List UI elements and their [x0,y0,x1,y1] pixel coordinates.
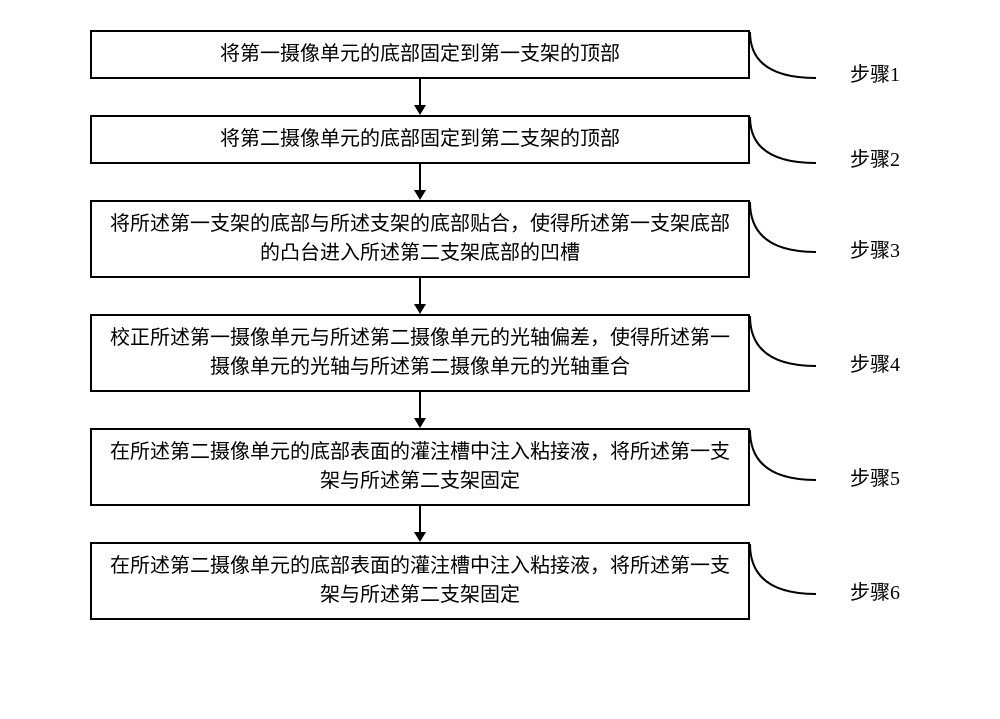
step-box-1: 将第一摄像单元的底部固定到第一支架的顶部 [90,30,750,79]
swoosh-connector [746,426,836,496]
step-label-6: 步骤6 [850,576,900,605]
step-label-3: 步骤3 [850,234,900,263]
step-label-2: 步骤2 [850,143,900,172]
arrow-connector [90,506,750,542]
step-label-1: 步骤1 [850,58,900,87]
arrow-connector [90,278,750,314]
step-text: 在所述第二摄像单元的底部表面的灌注槽中注入粘接液，将所述第一支架与所述第二支架固… [104,438,736,496]
arrow-connector [90,164,750,200]
step-box-6: 在所述第二摄像单元的底部表面的灌注槽中注入粘接液，将所述第一支架与所述第二支架固… [90,542,750,620]
step-box-4: 校正所述第一摄像单元与所述第二摄像单元的光轴偏差，使得所述第一摄像单元的光轴与所… [90,314,750,392]
step-box-2: 将第二摄像单元的底部固定到第二支架的顶部 [90,115,750,164]
arrow-connector [90,392,750,428]
swoosh-connector [746,312,836,382]
arrow-connector [90,79,750,115]
flowchart-container: 将第一摄像单元的底部固定到第一支架的顶部 步骤1 将第二摄像单元的底部固定到第二… [90,30,910,620]
step-label-4: 步骤4 [850,348,900,377]
swoosh-connector [746,28,836,98]
step-text: 校正所述第一摄像单元与所述第二摄像单元的光轴偏差，使得所述第一摄像单元的光轴与所… [104,324,736,382]
step-row: 校正所述第一摄像单元与所述第二摄像单元的光轴偏差，使得所述第一摄像单元的光轴与所… [90,314,910,392]
step-box-3: 将所述第一支架的底部与所述支架的底部贴合，使得所述第一支架底部的凸台进入所述第二… [90,200,750,278]
swoosh-connector [746,198,836,268]
step-text: 将第二摄像单元的底部固定到第二支架的顶部 [220,125,620,154]
step-text: 在所述第二摄像单元的底部表面的灌注槽中注入粘接液，将所述第一支架与所述第二支架固… [104,552,736,610]
step-row: 将所述第一支架的底部与所述支架的底部贴合，使得所述第一支架底部的凸台进入所述第二… [90,200,910,278]
step-text: 将所述第一支架的底部与所述支架的底部贴合，使得所述第一支架底部的凸台进入所述第二… [104,210,736,268]
step-label-5: 步骤5 [850,462,900,491]
step-text: 将第一摄像单元的底部固定到第一支架的顶部 [220,40,620,69]
swoosh-connector [746,540,836,610]
swoosh-connector [746,113,836,183]
step-box-5: 在所述第二摄像单元的底部表面的灌注槽中注入粘接液，将所述第一支架与所述第二支架固… [90,428,750,506]
step-row: 将第二摄像单元的底部固定到第二支架的顶部 步骤2 [90,115,910,164]
step-row: 在所述第二摄像单元的底部表面的灌注槽中注入粘接液，将所述第一支架与所述第二支架固… [90,542,910,620]
step-row: 在所述第二摄像单元的底部表面的灌注槽中注入粘接液，将所述第一支架与所述第二支架固… [90,428,910,506]
step-row: 将第一摄像单元的底部固定到第一支架的顶部 步骤1 [90,30,910,79]
